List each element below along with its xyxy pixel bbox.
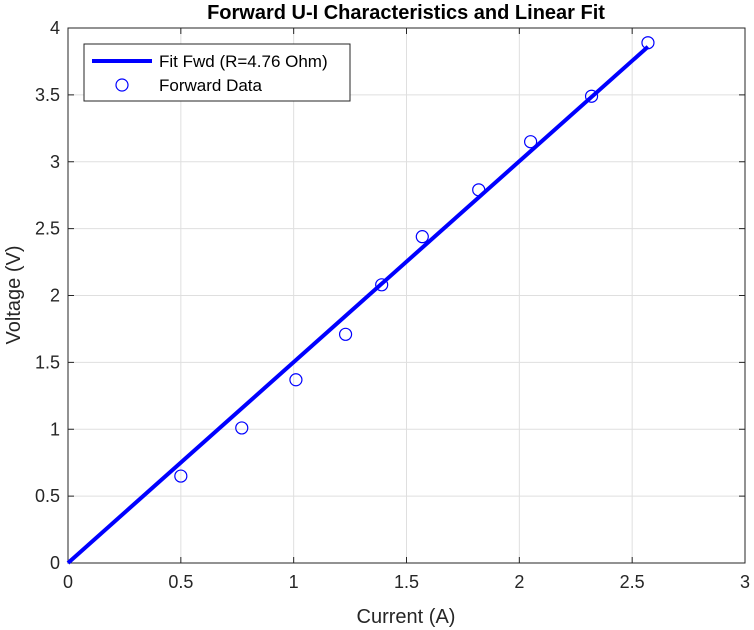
y-tick-label: 1 — [50, 419, 60, 439]
grid — [68, 28, 745, 563]
x-tick-label: 2 — [514, 572, 524, 592]
y-tick-label: 1.5 — [35, 352, 60, 372]
x-tick-label: 0.5 — [168, 572, 193, 592]
x-tick-label: 3 — [740, 572, 750, 592]
legend-marker-swatch — [115, 78, 129, 92]
y-tick-label: 0.5 — [35, 486, 60, 506]
legend-label-data: Forward Data — [159, 76, 263, 95]
y-axis-label: Voltage (V) — [3, 246, 25, 345]
data-point — [584, 89, 599, 103]
x-tick-label: 2.5 — [620, 572, 645, 592]
y-tick-label: 3 — [50, 152, 60, 172]
data-point — [235, 421, 249, 435]
data-point — [338, 327, 353, 341]
data-point — [524, 135, 538, 149]
y-tick-label: 3.5 — [35, 85, 60, 105]
data-point — [415, 230, 429, 244]
data-point — [375, 278, 389, 292]
chart-title: Forward U-I Characteristics and Linear F… — [207, 2, 605, 24]
y-tick-label: 2.5 — [35, 219, 60, 239]
axes — [67, 27, 746, 564]
tick-labels: 0 0.5 1 1.5 2 2.5 3 0 0.5 1 1.5 2 2.5 3 3.5 4 — [35, 18, 750, 592]
x-tick-label: 1.5 — [394, 572, 419, 592]
series-layer — [66, 36, 655, 565]
x-axis-label: Current (A) — [357, 606, 456, 628]
y-tick-label: 2 — [50, 286, 60, 306]
x-tick-label: 0 — [63, 572, 73, 592]
data-point — [472, 183, 486, 197]
x-tick-label: 1 — [289, 572, 299, 592]
fit-line — [66, 45, 650, 565]
data-point — [641, 36, 655, 50]
data-point — [289, 373, 303, 387]
legend-box — [83, 43, 351, 102]
y-tick-label: 4 — [50, 18, 60, 38]
legend: Fit Fwd (R=4.76 Ohm) Forward Data — [83, 43, 351, 102]
y-tick-label: 0 — [50, 553, 60, 573]
legend-label-fit: Fit Fwd (R=4.76 Ohm) — [159, 52, 328, 71]
data-point — [174, 469, 188, 483]
